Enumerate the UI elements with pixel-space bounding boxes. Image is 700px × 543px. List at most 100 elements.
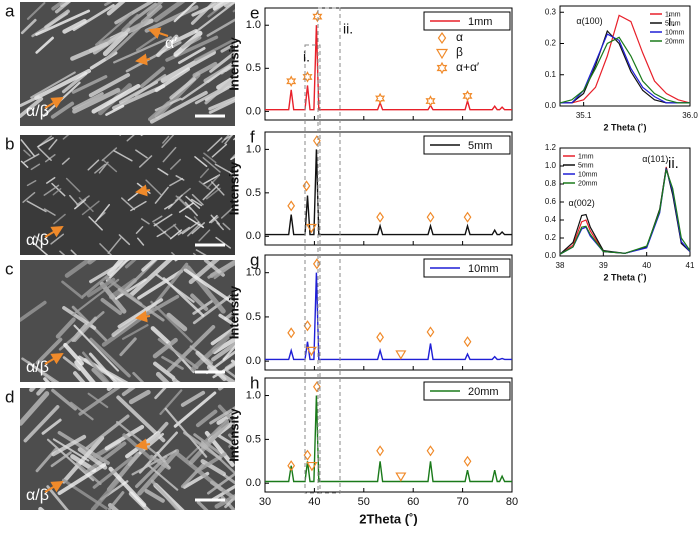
lath bbox=[77, 447, 108, 470]
lath bbox=[89, 260, 131, 284]
lath bbox=[178, 202, 194, 213]
lath bbox=[88, 352, 118, 382]
peak-marker bbox=[376, 445, 384, 457]
lath bbox=[207, 137, 223, 152]
peak-marker bbox=[302, 180, 311, 192]
lath bbox=[203, 152, 217, 164]
x-tick-label: 36.0 bbox=[682, 111, 698, 120]
region-label: i. bbox=[303, 49, 310, 65]
lath bbox=[112, 149, 133, 162]
x-tick-label: 35.1 bbox=[576, 111, 592, 120]
lath bbox=[44, 9, 70, 30]
lath bbox=[72, 92, 104, 110]
lath bbox=[180, 35, 202, 49]
lath bbox=[210, 181, 225, 196]
legend-box bbox=[423, 135, 511, 155]
lath bbox=[108, 491, 125, 510]
y-axis-label: Intensity bbox=[226, 161, 241, 215]
lath bbox=[163, 223, 177, 233]
lath bbox=[37, 147, 52, 161]
lath bbox=[156, 231, 167, 238]
lath bbox=[141, 260, 157, 272]
lath bbox=[50, 101, 75, 119]
lath bbox=[124, 260, 137, 269]
lath bbox=[63, 342, 84, 366]
lath bbox=[162, 135, 170, 144]
lath bbox=[180, 390, 206, 407]
lath bbox=[114, 2, 154, 25]
phase-label: α/β bbox=[26, 487, 49, 504]
lath bbox=[86, 277, 116, 298]
lath bbox=[20, 300, 47, 322]
lath bbox=[162, 146, 177, 163]
lath bbox=[44, 154, 56, 163]
lath bbox=[220, 207, 233, 219]
lath bbox=[131, 449, 177, 476]
lath bbox=[196, 500, 209, 510]
series-line bbox=[265, 395, 512, 483]
lath bbox=[181, 221, 200, 235]
x-tick-label: 80 bbox=[506, 496, 518, 508]
lath bbox=[36, 388, 47, 396]
lath bbox=[91, 83, 141, 114]
lath bbox=[20, 160, 29, 168]
texture bbox=[20, 388, 235, 510]
legend-label: 10mm bbox=[468, 263, 499, 275]
lath bbox=[146, 2, 164, 17]
annotation: α(100) bbox=[576, 16, 602, 26]
y-tick-label: 0.2 bbox=[545, 233, 557, 242]
lath bbox=[26, 200, 47, 213]
lath bbox=[195, 409, 218, 428]
chart: 0.0 0.5 1.0 Intensity f 5mm bbox=[226, 127, 513, 246]
lath bbox=[153, 361, 176, 380]
arrow bbox=[135, 53, 151, 66]
lath bbox=[74, 360, 96, 382]
lath bbox=[202, 174, 221, 185]
texture bbox=[20, 260, 235, 382]
y-tick-label: 0.0 bbox=[246, 105, 261, 117]
legend-label: 1mm bbox=[665, 11, 681, 18]
panel-label: f bbox=[250, 127, 255, 146]
arrow bbox=[44, 225, 64, 238]
x-tick-label: 60 bbox=[407, 496, 419, 508]
legend-label: α+α′ bbox=[456, 60, 480, 74]
lath bbox=[37, 137, 54, 148]
lath bbox=[180, 65, 231, 101]
lath bbox=[192, 61, 218, 78]
lath bbox=[150, 300, 193, 343]
lath bbox=[134, 74, 167, 97]
peak-marker bbox=[312, 135, 321, 147]
chart: 0.0 0.1 0.2 0.3 35.1 36.0 2 Theta (˚) i.1mm 5mm 1… bbox=[545, 5, 698, 132]
lath bbox=[202, 157, 221, 173]
legend-label: 5mm bbox=[468, 140, 492, 152]
y-tick-label: 0.5 bbox=[246, 187, 261, 199]
lath bbox=[114, 278, 147, 300]
lath bbox=[62, 18, 87, 34]
lath bbox=[216, 74, 235, 90]
lath bbox=[224, 309, 235, 321]
lath bbox=[119, 135, 122, 136]
lath bbox=[88, 73, 131, 98]
lath bbox=[198, 229, 211, 242]
lath bbox=[213, 262, 235, 280]
panel-label: b bbox=[5, 134, 14, 153]
peak-marker bbox=[312, 10, 323, 23]
lath bbox=[70, 249, 78, 255]
lath bbox=[167, 325, 216, 373]
y-tick-label: 0.0 bbox=[246, 230, 261, 242]
lath bbox=[168, 194, 183, 210]
peak-marker bbox=[376, 211, 384, 223]
y-tick-label: 0.2 bbox=[545, 39, 557, 48]
lath bbox=[214, 493, 235, 509]
x-axis-label: 2 Theta (˚) bbox=[603, 122, 646, 132]
texture bbox=[20, 135, 235, 255]
y-tick-label: 0.6 bbox=[545, 197, 557, 206]
lath bbox=[73, 324, 120, 372]
lath bbox=[190, 198, 203, 207]
lath bbox=[35, 36, 54, 54]
lath bbox=[99, 243, 113, 255]
peak-marker bbox=[376, 331, 384, 343]
lath bbox=[128, 389, 151, 405]
y-tick-label: 0.5 bbox=[246, 311, 261, 323]
lath bbox=[136, 35, 158, 52]
